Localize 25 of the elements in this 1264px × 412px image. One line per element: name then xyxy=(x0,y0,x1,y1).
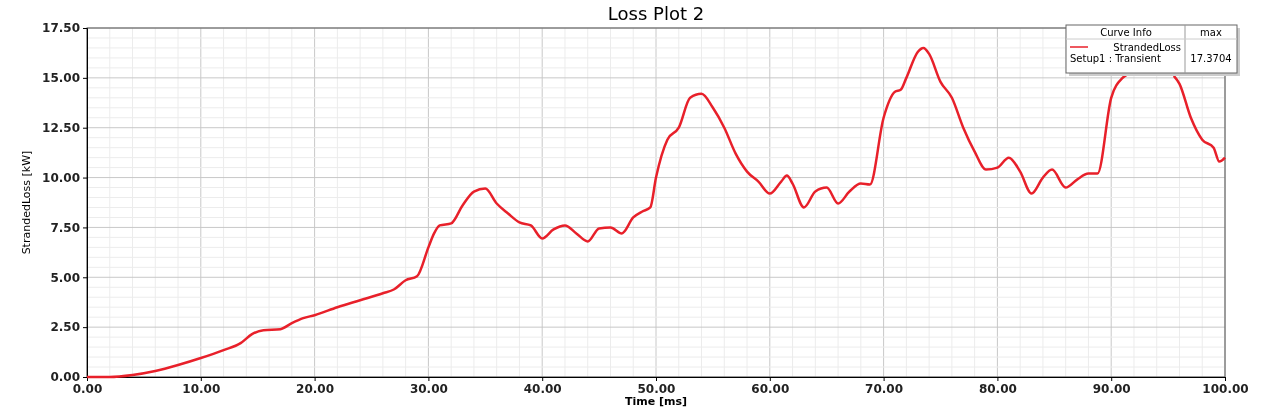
x-tick-label: 10.00 xyxy=(182,381,221,396)
x-tick-label: 30.00 xyxy=(409,381,448,396)
x-tick-label: 20.00 xyxy=(296,381,335,396)
y-tick-label: 12.50 xyxy=(42,121,80,136)
text: StrandedLoss xyxy=(1113,42,1181,53)
chart-title: Loss Plot 2 xyxy=(607,3,705,24)
annotation: Setup1 : Transient xyxy=(1070,53,1161,64)
y-tick-label: 10.00 xyxy=(42,170,80,185)
annotation: Curve Info xyxy=(1100,27,1152,38)
y-axis-title: StrandedLoss [kW] xyxy=(20,150,33,255)
annotation: max xyxy=(1200,27,1222,38)
y-tick-label: 7.50 xyxy=(50,220,80,235)
x-axis-title: Time [ms] xyxy=(624,395,688,408)
x-tick-label: 60.00 xyxy=(751,381,790,396)
x-tick-label: 70.00 xyxy=(865,381,904,396)
y-tick-label: 15.00 xyxy=(42,71,80,86)
x-tick-label: 90.00 xyxy=(1092,381,1131,396)
x-tick-label: 80.00 xyxy=(978,381,1017,396)
y-tick-label: 2.50 xyxy=(50,320,80,335)
annotation: 17.3704 xyxy=(1190,53,1232,64)
x-tick-label: 40.00 xyxy=(523,381,562,396)
x-tick-label: 50.00 xyxy=(637,381,676,396)
x-tick-label: 100.00 xyxy=(1202,381,1249,396)
y-tick-label: 5.00 xyxy=(50,270,80,285)
y-tick-label: 17.50 xyxy=(42,21,80,36)
